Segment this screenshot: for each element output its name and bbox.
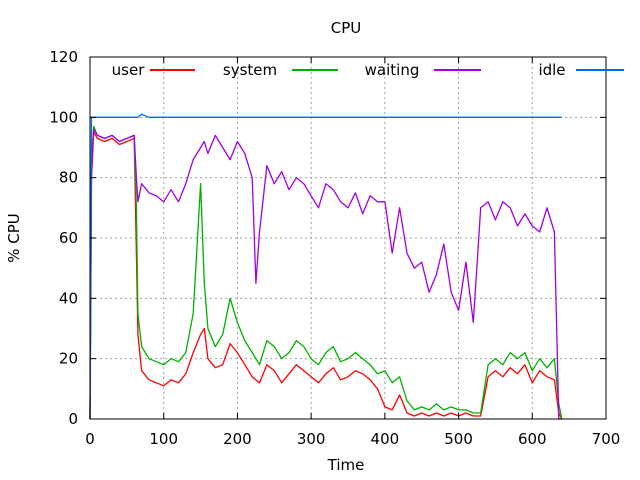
y-tick-label: 0 [68, 410, 78, 428]
y-tick-label: 80 [59, 169, 78, 187]
axis-ticks: 0 20 40 60 80 100 120 0 100 200 300 400 500 600 700 [49, 48, 620, 448]
series-line-user [89, 131, 563, 420]
plot-frame [89, 56, 607, 420]
series-line-system [89, 125, 563, 420]
y-axis-title: % CPU [5, 213, 23, 263]
x-axis-title: Time [327, 456, 365, 474]
series-line-waiting [89, 128, 562, 420]
y-tick-label: 60 [59, 229, 78, 247]
x-tick-label: 400 [371, 430, 400, 448]
legend-label-waiting: waiting [365, 61, 420, 79]
legend-label-system: system [223, 61, 277, 79]
x-tick-label: 600 [518, 430, 547, 448]
x-tick-label: 0 [85, 430, 95, 448]
y-tick-label: 40 [59, 289, 78, 307]
series-line-idle [89, 113, 562, 420]
x-tick-label: 500 [444, 430, 473, 448]
series-layer [89, 113, 563, 420]
legend-label-idle: idle [538, 61, 565, 79]
x-tick-label: 700 [592, 430, 621, 448]
grid [90, 57, 606, 419]
legend: user system waiting idle [112, 61, 624, 79]
x-tick-label: 200 [223, 430, 252, 448]
x-tick-label: 100 [149, 430, 178, 448]
x-tick-label: 300 [297, 430, 326, 448]
y-tick-label: 120 [49, 48, 78, 66]
y-tick-label: 20 [59, 350, 78, 368]
legend-label-user: user [112, 61, 146, 79]
y-tick-label: 100 [49, 108, 78, 126]
chart-title: CPU [331, 19, 362, 37]
